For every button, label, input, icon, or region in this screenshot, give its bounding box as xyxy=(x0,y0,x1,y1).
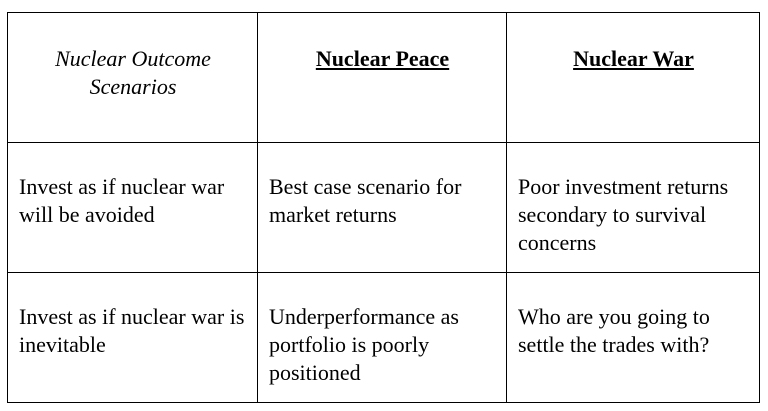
row-label: Invest as if nuclear war is inevitable xyxy=(7,272,258,403)
header-row: Nuclear Outcome Scenarios Nuclear Peace … xyxy=(7,12,760,143)
nuclear-war-heading: Nuclear War xyxy=(573,46,694,71)
scenario-table: Nuclear Outcome Scenarios Nuclear Peace … xyxy=(7,12,760,403)
header-war-cell: Nuclear War xyxy=(506,12,760,143)
war-cell: Who are you going to settle the trades w… xyxy=(506,272,760,403)
war-cell: Poor investment returns secondary to sur… xyxy=(506,142,760,273)
peace-cell: Underperformance as portfolio is poorly … xyxy=(257,272,507,403)
header-peace-cell: Nuclear Peace xyxy=(257,12,507,143)
table-row: Invest as if nuclear war will be avoided… xyxy=(7,142,760,273)
header-corner-cell: Nuclear Outcome Scenarios xyxy=(7,12,258,143)
nuclear-peace-heading: Nuclear Peace xyxy=(315,46,450,71)
peace-cell: Best case scenario for market returns xyxy=(257,142,507,273)
corner-label: Nuclear Outcome Scenarios xyxy=(55,46,211,99)
table-row: Invest as if nuclear war is inevitable U… xyxy=(7,272,760,403)
row-label: Invest as if nuclear war will be avoided xyxy=(7,142,258,273)
